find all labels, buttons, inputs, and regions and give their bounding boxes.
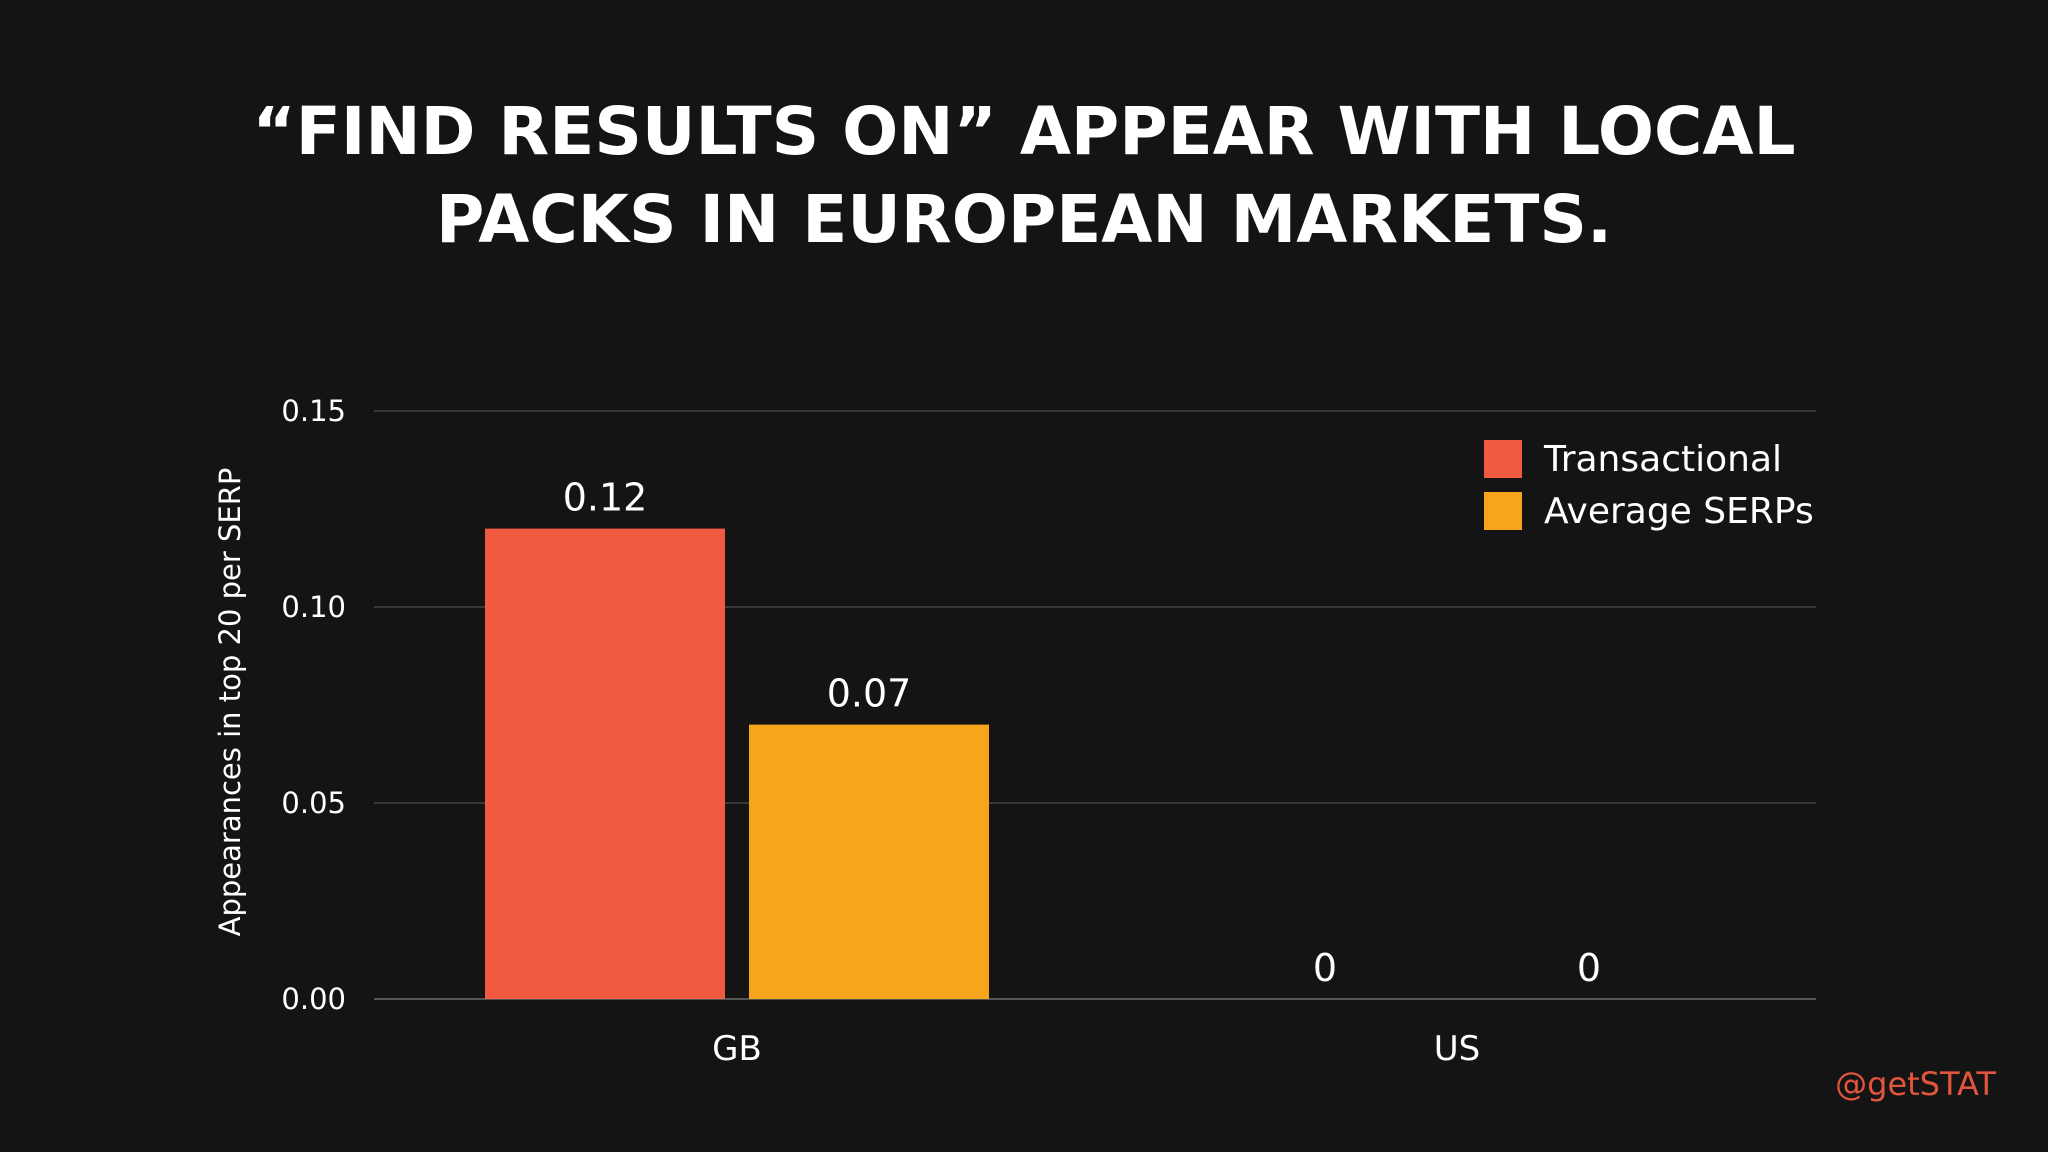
credit-handle: @getSTAT <box>1835 1065 1996 1103</box>
legend-swatch <box>1484 492 1522 530</box>
y-axis-ticks: 0.00 0.05 0.10 0.15 <box>281 394 346 1016</box>
value-label: 0.12 <box>563 476 648 520</box>
bars <box>485 528 989 999</box>
legend-label: Average SERPs <box>1544 491 1814 532</box>
y-tick-label: 0.05 <box>281 786 346 820</box>
y-tick-label: 0.10 <box>281 590 346 624</box>
x-axis-ticks: GB US <box>712 1029 1480 1069</box>
title-line-1: “FIND RESULTS ON” APPEAR WITH LOCAL <box>252 93 1796 170</box>
value-label: 0 <box>1313 946 1337 990</box>
bar-gb-transactional <box>485 528 725 999</box>
y-axis-label: Appearances in top 20 per SERP <box>213 468 247 937</box>
x-tick-label: GB <box>712 1029 762 1069</box>
value-label: 0.07 <box>827 672 912 716</box>
bar-gb-average-serps <box>749 724 989 999</box>
title-line-2: PACKS IN EUROPEAN MARKETS. <box>435 181 1613 258</box>
x-tick-label: US <box>1434 1029 1480 1069</box>
y-tick-label: 0.00 <box>281 982 346 1016</box>
legend: Transactional Average SERPs <box>1484 439 1814 532</box>
legend-swatch <box>1484 440 1522 478</box>
legend-label: Transactional <box>1543 439 1782 480</box>
y-tick-label: 0.15 <box>281 394 346 428</box>
value-label: 0 <box>1577 946 1601 990</box>
value-labels: 0.12 0.07 0 0 <box>563 476 1601 990</box>
slide-title: “FIND RESULTS ON” APPEAR WITH LOCAL PACK… <box>0 88 2048 264</box>
